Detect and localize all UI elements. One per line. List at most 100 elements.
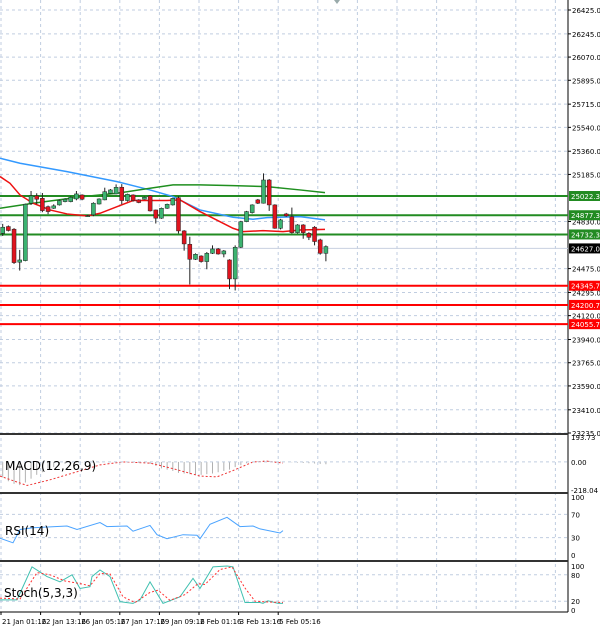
candle-bullish	[0, 226, 5, 234]
price-tick-label: 25540.0	[572, 124, 600, 132]
candle-bullish	[232, 246, 238, 280]
price-tick-label: 24295.0	[572, 289, 600, 297]
price-tick-label: 23590.0	[572, 383, 600, 391]
time-tick-label: 5 Feb 05:16	[279, 618, 321, 626]
candle-bullish	[102, 191, 108, 201]
support-label-box	[569, 319, 600, 330]
time-tick-label: 21 Jan 01:16	[2, 618, 47, 626]
resistance-label-box	[569, 210, 600, 221]
time-tick-label: 3 Feb 13:16	[240, 618, 282, 626]
rsi-tick-label: 0	[571, 552, 575, 560]
rsi-line	[0, 516, 284, 544]
rsi-tick-label: 70	[571, 511, 580, 519]
current-price-label-box	[569, 243, 600, 254]
candle-bullish	[159, 207, 164, 219]
price-tick-label: 25185.0	[572, 171, 600, 179]
candle-bearish	[227, 259, 232, 280]
candle-bullish	[91, 202, 96, 216]
candle-bullish	[204, 253, 210, 262]
time-tick-label: 2 Feb 01:16	[200, 618, 242, 626]
price-tick-label: 25360.0	[572, 148, 600, 156]
candle-bearish	[79, 194, 85, 200]
rsi-tick-label: 30	[571, 535, 580, 543]
candle-bearish	[40, 198, 45, 211]
resistance-label: 24732.3	[571, 231, 600, 239]
candle-bullish	[244, 211, 249, 222]
candle-bearish	[283, 213, 289, 217]
macd-tick-label: 0.00	[571, 459, 587, 467]
price-tick-label: 26070.0	[572, 54, 600, 62]
stoch-tick-label: 100	[571, 563, 584, 571]
price-tick-label: 26425.0	[572, 7, 600, 15]
candle-bearish	[272, 204, 278, 229]
candle-bearish	[306, 233, 312, 238]
support-label: 24055.7	[571, 321, 600, 329]
candle-bearish	[187, 244, 193, 260]
macd-signal-line	[0, 460, 284, 487]
candle-bullish	[278, 219, 283, 229]
candle-bearish	[266, 179, 272, 206]
scroll-marker-icon	[334, 0, 340, 4]
resistance-label-box	[569, 229, 600, 240]
candle-bearish	[215, 248, 221, 255]
stoch-k-line	[0, 565, 283, 605]
stoch-tick-label: 80	[571, 572, 580, 580]
candle-bearish	[119, 187, 125, 201]
candle-bearish	[153, 209, 159, 219]
price-tick-label: 24475.0	[572, 266, 600, 274]
panel-separator	[0, 433, 568, 435]
candle-bullish	[323, 246, 329, 254]
candle-bullish	[193, 254, 198, 260]
candle-bearish	[312, 226, 317, 242]
candle-bearish	[255, 199, 261, 204]
support-label-box	[569, 280, 600, 291]
candle-bearish	[198, 255, 204, 262]
macd-tick-label: -218.04	[571, 487, 599, 495]
time-tick-label: 29 Jan 09:16	[160, 618, 205, 626]
candle-bullish	[221, 250, 227, 255]
price-tick-label: 24830.0	[572, 219, 600, 227]
resistance-label: 25022.3	[571, 193, 600, 201]
time-tick-label: 22 Jan 13:16	[42, 618, 87, 626]
candle-bullish	[62, 198, 68, 202]
stoch-d-line	[0, 566, 284, 604]
time-tick-label: 26 Jan 05:16	[81, 618, 126, 626]
stoch-tick-label: 0	[571, 607, 575, 615]
candle-bearish	[6, 226, 11, 231]
resistance-label: 24877.3	[571, 212, 600, 220]
candle-bearish	[34, 195, 39, 200]
moving-average-green	[0, 184, 326, 209]
candle-bullish	[23, 204, 28, 261]
price-tick-label: 26245.0	[572, 31, 600, 39]
stoch-title: Stoch(5,3,3)	[4, 586, 78, 600]
price-tick-label: 23765.0	[572, 360, 600, 368]
price-tick-label: 25895.0	[572, 77, 600, 85]
time-tick-label: 27 Jan 17:16	[121, 618, 166, 626]
macd-title: MACD(12,26,9)	[5, 459, 96, 473]
price-tick-label: 23235.0	[572, 430, 600, 438]
resistance-label-box	[569, 191, 600, 202]
rsi-tick-label: 100	[571, 494, 584, 502]
candle-bearish	[181, 230, 187, 245]
candle-bullish	[113, 187, 119, 195]
panel-separator	[0, 492, 568, 494]
candle-bullish	[210, 248, 215, 254]
price-tick-label: 23410.0	[572, 407, 600, 415]
candle-bullish	[108, 189, 113, 194]
price-tick-label: 23940.0	[572, 337, 600, 345]
candle-bullish	[164, 204, 170, 209]
candle-bearish	[130, 194, 136, 201]
candle-bullish	[68, 196, 73, 202]
candle-bullish	[238, 221, 244, 248]
candle-bearish	[136, 199, 142, 203]
candle-bearish	[300, 224, 306, 233]
candle-bullish	[28, 195, 34, 204]
price-tick-label: 24120.0	[572, 313, 600, 321]
candle-bearish	[45, 206, 51, 212]
candle-bullish	[51, 205, 56, 209]
candle-bearish	[11, 228, 17, 263]
price-tick-label: 25715.0	[572, 101, 600, 109]
candle-bullish	[295, 224, 300, 233]
support-label-box	[569, 299, 600, 310]
